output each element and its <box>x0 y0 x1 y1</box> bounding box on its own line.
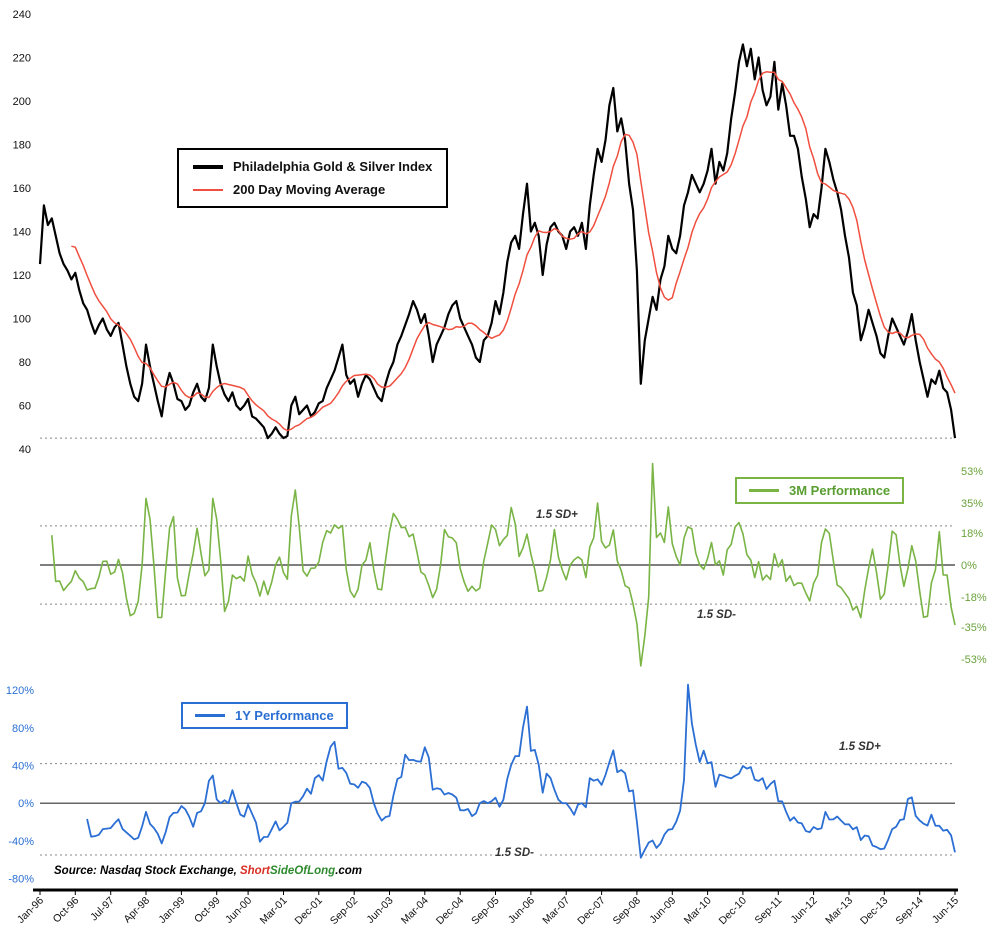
x-tick-label: Oct-99 <box>192 895 223 926</box>
x-tick-label: Dec-10 <box>717 895 750 928</box>
index-line <box>38 43 957 440</box>
perf-3m-y-tick-label: -35% <box>961 622 987 634</box>
perf-1y-y-tick-label: 120% <box>6 685 34 697</box>
source-attribution: Source: Nasdaq Stock Exchange, ShortSide… <box>54 865 362 877</box>
x-tick-label: Oct-96 <box>51 895 82 926</box>
price-y-tick-label: 100 <box>13 314 31 326</box>
x-tick-label: Jun-09 <box>647 895 678 926</box>
perf-3m-line <box>51 462 956 667</box>
perf-1y-swatch <box>195 714 225 717</box>
sd-minus-label-3m: 1.5 SD- <box>694 609 739 621</box>
perf-3m-y-tick-label: 53% <box>961 466 983 478</box>
price-panel: 240 220 200 180 160 140 120 100 80 60 40 <box>13 9 957 456</box>
legend-row-index: Philadelphia Gold & Silver Index <box>193 159 432 174</box>
x-tick-label: Dec-04 <box>434 895 467 928</box>
x-tick-label: Dec-01 <box>292 895 325 928</box>
index-line-swatch <box>193 164 223 169</box>
price-y-tick-label: 160 <box>13 183 31 195</box>
sd-plus-label-3m: 1.5 SD+ <box>533 509 581 521</box>
x-tick-label: Jan-99 <box>156 895 187 926</box>
source-text: Source: Nasdaq Stock Exchange, <box>54 865 240 877</box>
perf-3m-legend-label: 3M Performance <box>789 483 891 498</box>
x-tick-label: Sep-08 <box>611 895 644 928</box>
x-tick-label: Sep-14 <box>893 895 926 928</box>
perf-1y-y-tick-label: 40% <box>12 761 34 773</box>
perf-3m-y-tick-label: -18% <box>961 592 987 604</box>
price-y-tick-label: 140 <box>13 227 31 239</box>
x-tick-label: Jun-06 <box>506 895 537 926</box>
ma-legend-label: 200 Day Moving Average <box>233 182 386 197</box>
brand-sideof: SideOf <box>270 865 308 877</box>
perf-3m-y-tick-label: 18% <box>961 528 983 540</box>
perf-1y-line <box>86 683 956 859</box>
price-y-tick-label: 120 <box>13 270 31 282</box>
index-legend-label: Philadelphia Gold & Silver Index <box>233 159 433 174</box>
x-tick-label: Jun-15 <box>930 895 961 926</box>
price-y-tick-label: 240 <box>13 9 31 21</box>
x-tick-label: Mar-01 <box>258 895 290 927</box>
ma-line-swatch <box>193 188 223 191</box>
x-tick-label: Jun-12 <box>789 895 820 926</box>
x-axis: Jan-96 Oct-96 Jul-97 Apr-98 Jan-99 Oct-99 Jun-… <box>15 888 961 928</box>
perf-3m-legend: 3M Performance <box>735 477 905 504</box>
x-tick-label: Jan-96 <box>15 895 46 926</box>
brand-short: Short <box>239 865 271 877</box>
x-tick-label: Sep-11 <box>753 895 785 927</box>
x-tick-label: Sep-05 <box>469 895 502 928</box>
price-y-tick-label: 180 <box>13 140 31 152</box>
price-y-tick-label: 80 <box>19 357 31 369</box>
x-tick-label: Mar-07 <box>540 895 572 927</box>
price-y-tick-label: 200 <box>13 96 31 108</box>
x-tick-label: Mar-04 <box>399 895 431 927</box>
brand-dotcom: .com <box>335 865 363 877</box>
x-tick-label: Mar-13 <box>823 895 855 927</box>
legend-row-ma: 200 Day Moving Average <box>193 182 432 197</box>
perf-3m-y-tick-label: -53% <box>961 654 987 666</box>
price-y-tick-label: 60 <box>19 401 31 413</box>
x-tick-label: Apr-98 <box>121 895 152 926</box>
x-tick-label: Jun-03 <box>364 895 395 926</box>
x-tick-label: Mar-10 <box>682 895 714 927</box>
perf-1y-y-tick-label: 0% <box>18 798 34 810</box>
x-tick-label: Sep-02 <box>328 895 361 928</box>
x-tick-label: Jul-97 <box>88 895 117 924</box>
perf-1y-legend-label: 1Y Performance <box>235 708 334 723</box>
moving-average-line <box>71 71 956 432</box>
perf-3m-panel: 53% 35% 18% 0% -18% -35% -53% <box>40 462 987 667</box>
sd-minus-label-1y: 1.5 SD- <box>492 847 537 859</box>
perf-1y-legend: 1Y Performance <box>181 702 348 729</box>
brand-long: Long <box>307 865 336 877</box>
perf-3m-swatch <box>749 489 779 492</box>
perf-3m-y-tick-label: 35% <box>961 498 983 510</box>
perf-1y-y-tick-label: -40% <box>8 836 34 848</box>
perf-3m-y-tick-label: 0% <box>961 560 977 572</box>
perf-1y-y-tick-label: -80% <box>8 874 34 886</box>
perf-1y-panel: 120% 80% 40% 0% -40% -80% <box>6 683 956 886</box>
x-tick-label: Jun-00 <box>223 895 254 926</box>
x-tick-label: Dec-07 <box>575 895 608 928</box>
perf-1y-y-tick-label: 80% <box>12 723 34 735</box>
x-tick-label: Dec-13 <box>858 895 891 928</box>
sd-plus-label-1y: 1.5 SD+ <box>836 741 884 753</box>
price-y-tick-label: 220 <box>13 53 31 65</box>
price-legend: Philadelphia Gold & Silver Index 200 Day… <box>177 148 449 208</box>
price-y-tick-label: 40 <box>19 444 31 456</box>
